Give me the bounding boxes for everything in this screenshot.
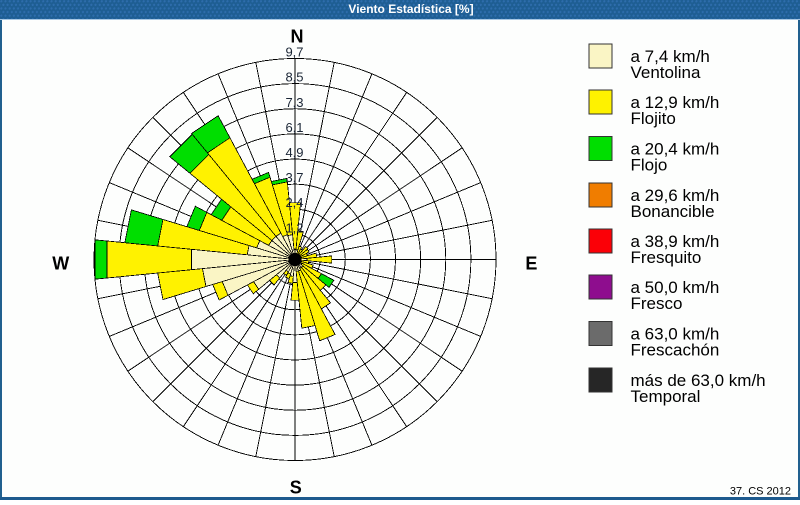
svg-text:1,2: 1,2	[285, 220, 303, 235]
svg-text:Ventolina: Ventolina	[631, 63, 701, 82]
svg-text:Fresquito: Fresquito	[631, 248, 702, 267]
svg-text:a 38,9 km/h: a 38,9 km/h	[631, 232, 720, 251]
svg-text:3,7: 3,7	[285, 170, 303, 185]
svg-text:más de 63,0 km/h: más de 63,0 km/h	[631, 371, 766, 390]
svg-text:a 12,9 km/h: a 12,9 km/h	[631, 93, 720, 112]
svg-text:Flojo: Flojo	[631, 156, 668, 175]
svg-text:Flojito: Flojito	[631, 109, 676, 128]
svg-text:9,7: 9,7	[285, 45, 303, 60]
svg-text:Temporal: Temporal	[631, 387, 701, 406]
svg-text:4,9: 4,9	[285, 145, 303, 160]
svg-text:S: S	[290, 477, 302, 497]
svg-text:8,5: 8,5	[285, 70, 303, 85]
svg-text:N: N	[291, 26, 304, 46]
svg-text:2,4: 2,4	[285, 195, 303, 210]
svg-text:a 63,0 km/h: a 63,0 km/h	[631, 325, 720, 344]
svg-text:W: W	[52, 254, 69, 274]
svg-text:Frescachón: Frescachón	[631, 341, 720, 360]
svg-text:7,3: 7,3	[285, 95, 303, 110]
svg-text:a 50,0 km/h: a 50,0 km/h	[631, 278, 720, 297]
svg-text:Bonancible: Bonancible	[631, 202, 715, 221]
svg-text:Fresco: Fresco	[631, 294, 683, 313]
svg-text:6,1: 6,1	[285, 120, 303, 135]
svg-text:E: E	[525, 254, 537, 274]
svg-text:37. CS 2012: 37. CS 2012	[730, 486, 791, 498]
svg-text:a 7,4 km/h: a 7,4 km/h	[631, 47, 710, 66]
svg-text:a 29,6 km/h: a 29,6 km/h	[631, 186, 720, 205]
svg-text:a 20,4 km/h: a 20,4 km/h	[631, 140, 720, 159]
